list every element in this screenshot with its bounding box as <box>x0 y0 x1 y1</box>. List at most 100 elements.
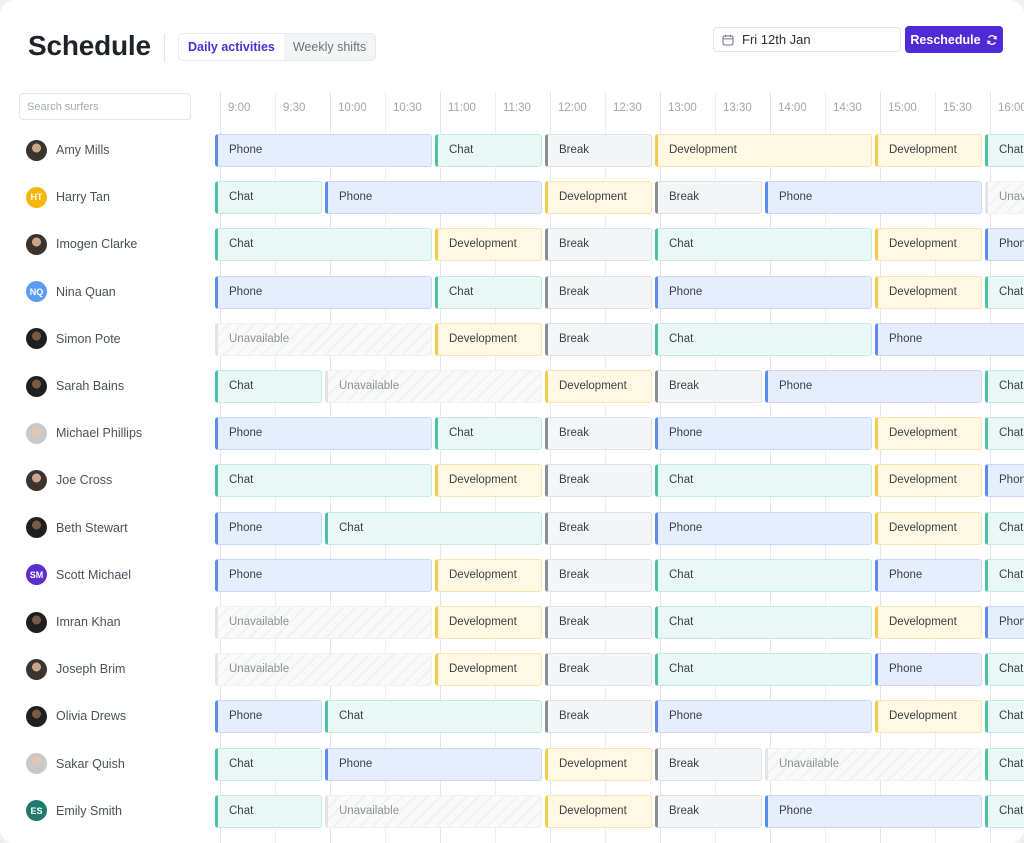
activity-block-chat[interactable]: Chat <box>985 653 1024 687</box>
activity-block-phone[interactable]: Phone <box>655 511 872 545</box>
activity-block-phone[interactable]: Phone <box>875 653 982 687</box>
activity-block-break[interactable]: Break <box>545 464 652 498</box>
activity-block-break[interactable]: Break <box>545 606 652 639</box>
activity-block-unavailable[interactable]: Unavailable <box>325 370 542 403</box>
activity-block-development[interactable]: Development <box>435 228 542 262</box>
activity-block-development[interactable]: Development <box>875 464 982 498</box>
activity-block-chat[interactable]: Chat <box>655 653 872 687</box>
activity-block-development[interactable]: Development <box>875 417 982 451</box>
activity-block-development[interactable]: Development <box>545 181 652 215</box>
person-row[interactable]: SM Scott Michael <box>26 564 131 586</box>
person-row[interactable]: Michael Phillips <box>26 422 142 444</box>
activity-block-unavailable[interactable]: Unavailable <box>325 794 542 828</box>
activity-block-development[interactable]: Development <box>875 606 982 639</box>
activity-block-chat[interactable]: Chat <box>215 370 322 403</box>
activity-block-phone[interactable]: Phone <box>765 794 982 828</box>
person-row[interactable]: Imogen Clarke <box>26 233 137 255</box>
activity-block-unavailable[interactable]: Unavailable <box>215 653 432 687</box>
activity-block-chat[interactable]: Chat <box>655 322 872 356</box>
activity-block-unavailable[interactable]: Unavailable <box>985 181 1024 215</box>
activity-block-phone[interactable]: Phone <box>655 417 872 451</box>
activity-block-phone[interactable]: Phone <box>765 370 982 403</box>
activity-block-break[interactable]: Break <box>655 794 762 828</box>
activity-block-chat[interactable]: Chat <box>985 134 1024 167</box>
person-row[interactable]: Amy Mills <box>26 139 109 161</box>
activity-block-chat[interactable]: Chat <box>655 606 872 639</box>
activity-block-chat[interactable]: Chat <box>655 464 872 498</box>
activity-block-chat[interactable]: Chat <box>215 464 432 498</box>
activity-block-phone[interactable]: Phone <box>985 228 1024 262</box>
activity-block-break[interactable]: Break <box>545 228 652 262</box>
activity-block-phone[interactable]: Phone <box>325 181 542 215</box>
activity-block-development[interactable]: Development <box>435 606 542 639</box>
activity-block-break[interactable]: Break <box>545 511 652 545</box>
activity-block-development[interactable]: Development <box>435 464 542 498</box>
person-row[interactable]: NQ Nina Quan <box>26 281 116 303</box>
activity-block-break[interactable]: Break <box>545 653 652 687</box>
activity-block-chat[interactable]: Chat <box>655 228 872 262</box>
activity-block-chat[interactable]: Chat <box>325 700 542 734</box>
activity-block-phone[interactable]: Phone <box>985 464 1024 498</box>
activity-block-chat[interactable]: Chat <box>985 511 1024 545</box>
activity-block-phone[interactable]: Phone <box>655 700 872 734</box>
person-row[interactable]: Imran Khan <box>26 611 121 633</box>
activity-block-chat[interactable]: Chat <box>985 747 1024 781</box>
activity-block-development[interactable]: Development <box>545 747 652 781</box>
activity-block-break[interactable]: Break <box>655 747 762 781</box>
person-row[interactable]: HT Harry Tan <box>26 186 110 208</box>
activity-block-chat[interactable]: Chat <box>985 417 1024 451</box>
tab-weekly-shifts[interactable]: Weekly shifts <box>292 40 367 54</box>
activity-block-development[interactable]: Development <box>875 134 982 167</box>
activity-block-phone[interactable]: Phone <box>215 417 432 451</box>
activity-block-break[interactable]: Break <box>545 558 652 592</box>
activity-block-development[interactable]: Development <box>435 558 542 592</box>
activity-block-phone[interactable]: Phone <box>325 747 542 781</box>
person-row[interactable]: Olivia Drews <box>26 705 126 727</box>
activity-block-development[interactable]: Development <box>545 370 652 403</box>
activity-block-phone[interactable]: Phone <box>655 275 872 309</box>
person-row[interactable]: Simon Pote <box>26 328 121 350</box>
activity-block-phone[interactable]: Phone <box>215 700 322 734</box>
activity-block-break[interactable]: Break <box>655 370 762 403</box>
activity-block-phone[interactable]: Phone <box>215 558 432 592</box>
activity-block-phone[interactable]: Phone <box>875 322 1024 356</box>
person-row[interactable]: Sakar Quish <box>26 753 125 775</box>
activity-block-break[interactable]: Break <box>545 700 652 734</box>
activity-block-development[interactable]: Development <box>435 653 542 687</box>
activity-block-phone[interactable]: Phone <box>765 181 982 215</box>
tab-daily-activities[interactable]: Daily activities <box>179 34 284 60</box>
activity-block-break[interactable]: Break <box>545 417 652 451</box>
activity-block-development[interactable]: Development <box>435 322 542 356</box>
person-row[interactable]: Joseph Brim <box>26 658 125 680</box>
activity-block-break[interactable]: Break <box>545 134 652 167</box>
activity-block-phone[interactable]: Phone <box>875 558 982 592</box>
activity-block-development[interactable]: Development <box>875 228 982 262</box>
activity-block-chat[interactable]: Chat <box>985 370 1024 403</box>
activity-block-chat[interactable]: Chat <box>985 275 1024 309</box>
activity-block-chat[interactable]: Chat <box>215 747 322 781</box>
activity-block-chat[interactable]: Chat <box>215 181 322 215</box>
activity-block-development[interactable]: Development <box>875 700 982 734</box>
reschedule-button[interactable]: Reschedule <box>905 26 1003 53</box>
activity-block-development[interactable]: Development <box>875 511 982 545</box>
search-input[interactable] <box>19 93 191 120</box>
activity-block-unavailable[interactable]: Unavailable <box>215 322 432 356</box>
activity-block-chat[interactable]: Chat <box>435 134 542 167</box>
activity-block-chat[interactable]: Chat <box>215 794 322 828</box>
activity-block-phone[interactable]: Phone <box>215 134 432 167</box>
activity-block-development[interactable]: Development <box>655 134 872 167</box>
activity-block-chat[interactable]: Chat <box>435 417 542 451</box>
activity-block-unavailable[interactable]: Unavailable <box>765 747 982 781</box>
person-row[interactable]: Joe Cross <box>26 469 112 491</box>
activity-block-development[interactable]: Development <box>545 794 652 828</box>
activity-block-chat[interactable]: Chat <box>985 794 1024 828</box>
activity-block-chat[interactable]: Chat <box>215 228 432 262</box>
activity-block-unavailable[interactable]: Unavailable <box>215 606 432 639</box>
activity-block-phone[interactable]: Phone <box>985 606 1024 639</box>
activity-block-phone[interactable]: Phone <box>215 275 432 309</box>
activity-block-chat[interactable]: Chat <box>655 558 872 592</box>
activity-block-break[interactable]: Break <box>545 275 652 309</box>
activity-block-chat[interactable]: Chat <box>435 275 542 309</box>
activity-block-chat[interactable]: Chat <box>325 511 542 545</box>
activity-block-phone[interactable]: Phone <box>215 511 322 545</box>
